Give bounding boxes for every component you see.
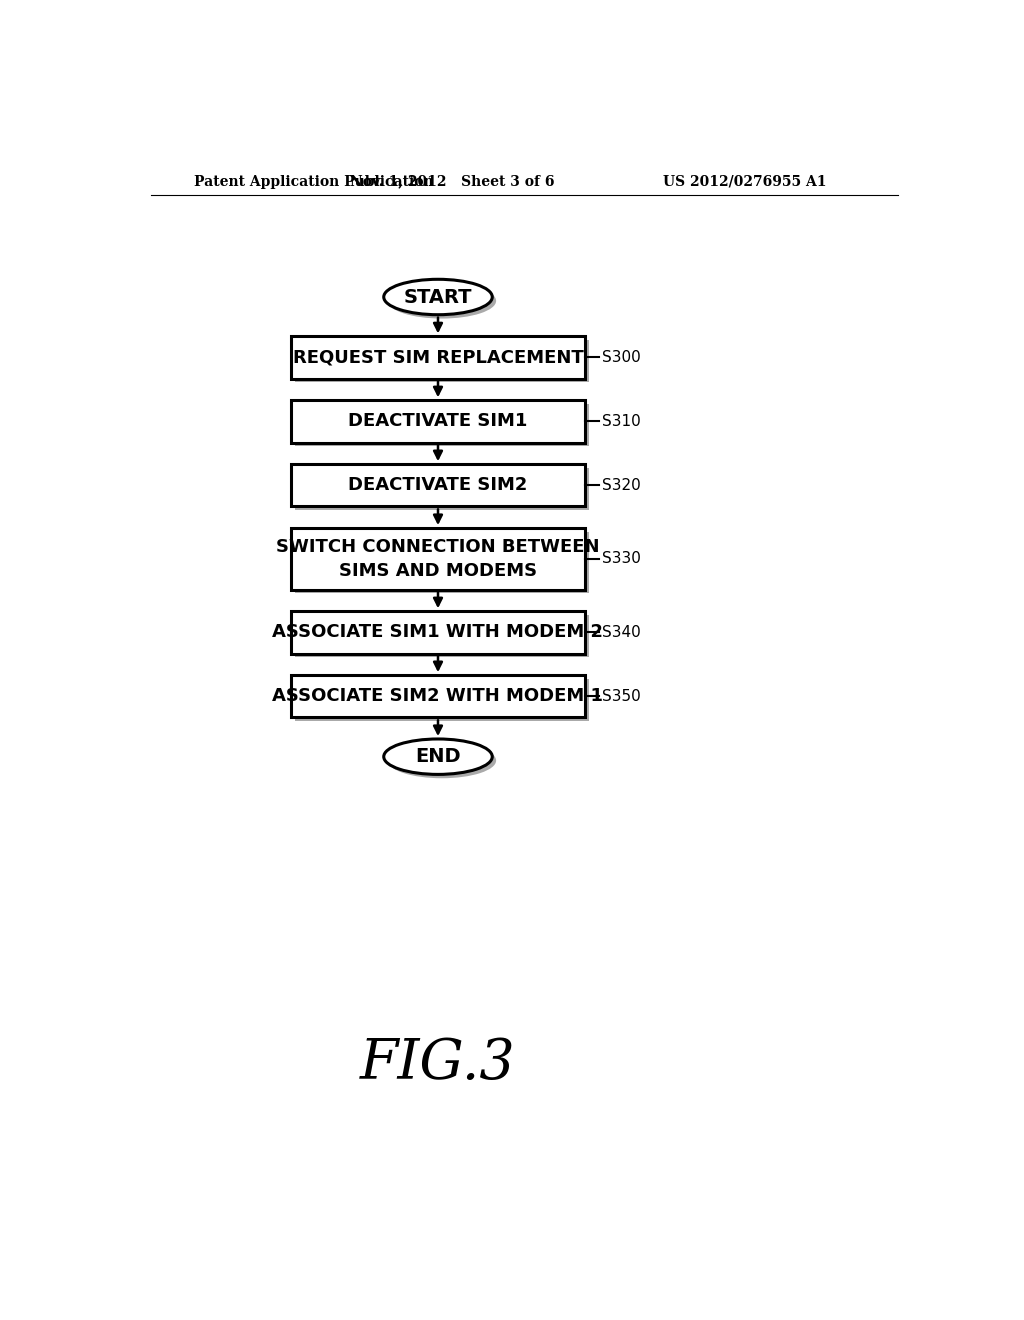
Bar <box>295 678 589 721</box>
Bar <box>295 341 589 383</box>
Bar <box>295 532 589 594</box>
Bar <box>291 611 586 653</box>
Bar <box>295 469 589 511</box>
Text: S300: S300 <box>602 350 641 364</box>
Bar <box>291 528 586 590</box>
Text: START: START <box>403 288 472 306</box>
Text: SWITCH CONNECTION BETWEEN
SIMS AND MODEMS: SWITCH CONNECTION BETWEEN SIMS AND MODEM… <box>276 539 600 579</box>
Text: END: END <box>415 747 461 766</box>
Bar <box>295 404 589 446</box>
Text: S350: S350 <box>602 689 641 704</box>
Ellipse shape <box>384 739 493 775</box>
Text: REQUEST SIM REPLACEMENT: REQUEST SIM REPLACEMENT <box>293 348 584 367</box>
Text: DEACTIVATE SIM1: DEACTIVATE SIM1 <box>348 412 527 430</box>
Text: S330: S330 <box>602 552 641 566</box>
Text: US 2012/0276955 A1: US 2012/0276955 A1 <box>663 174 826 189</box>
Text: ASSOCIATE SIM1 WITH MODEM 2: ASSOCIATE SIM1 WITH MODEM 2 <box>272 623 603 642</box>
Bar <box>291 465 586 507</box>
Bar <box>295 615 589 657</box>
Ellipse shape <box>388 743 496 779</box>
Text: Patent Application Publication: Patent Application Publication <box>194 174 433 189</box>
Text: FIG.3: FIG.3 <box>360 1036 516 1090</box>
Text: S340: S340 <box>602 624 641 640</box>
Ellipse shape <box>388 284 496 318</box>
Text: Nov. 1, 2012   Sheet 3 of 6: Nov. 1, 2012 Sheet 3 of 6 <box>350 174 554 189</box>
Ellipse shape <box>384 280 493 314</box>
Bar <box>291 675 586 718</box>
Text: ASSOCIATE SIM2 WITH MODEM 1: ASSOCIATE SIM2 WITH MODEM 1 <box>272 688 603 705</box>
Bar <box>291 337 586 379</box>
Text: S320: S320 <box>602 478 641 492</box>
Text: DEACTIVATE SIM2: DEACTIVATE SIM2 <box>348 477 527 494</box>
Text: S310: S310 <box>602 414 641 429</box>
Bar <box>291 400 586 442</box>
